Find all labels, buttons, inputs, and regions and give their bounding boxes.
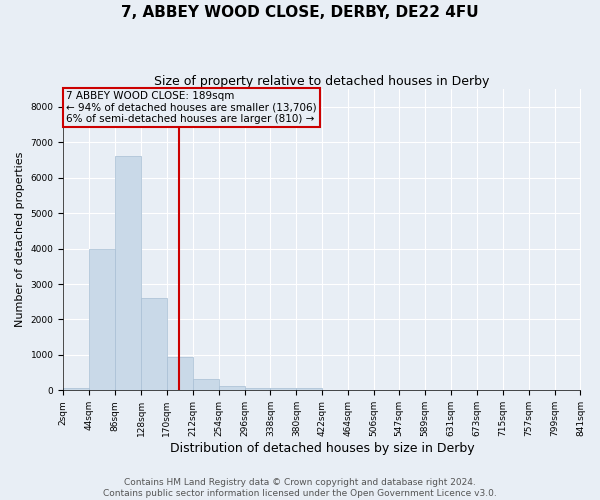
Bar [271, 388, 296, 390]
Bar [89, 248, 115, 390]
Bar [167, 356, 193, 390]
Text: 7 ABBEY WOOD CLOSE: 189sqm
← 94% of detached houses are smaller (13,706)
6% of s: 7 ABBEY WOOD CLOSE: 189sqm ← 94% of deta… [66, 90, 316, 124]
Y-axis label: Number of detached properties: Number of detached properties [15, 152, 25, 328]
Text: 7, ABBEY WOOD CLOSE, DERBY, DE22 4FU: 7, ABBEY WOOD CLOSE, DERBY, DE22 4FU [121, 5, 479, 20]
Bar [115, 156, 141, 390]
X-axis label: Distribution of detached houses by size in Derby: Distribution of detached houses by size … [170, 442, 474, 455]
Bar [218, 386, 245, 390]
Bar [193, 379, 218, 390]
Text: Contains HM Land Registry data © Crown copyright and database right 2024.
Contai: Contains HM Land Registry data © Crown c… [103, 478, 497, 498]
Bar [63, 388, 89, 390]
Title: Size of property relative to detached houses in Derby: Size of property relative to detached ho… [154, 75, 490, 88]
Bar [141, 298, 167, 390]
Bar [245, 388, 271, 390]
Bar [296, 388, 322, 390]
